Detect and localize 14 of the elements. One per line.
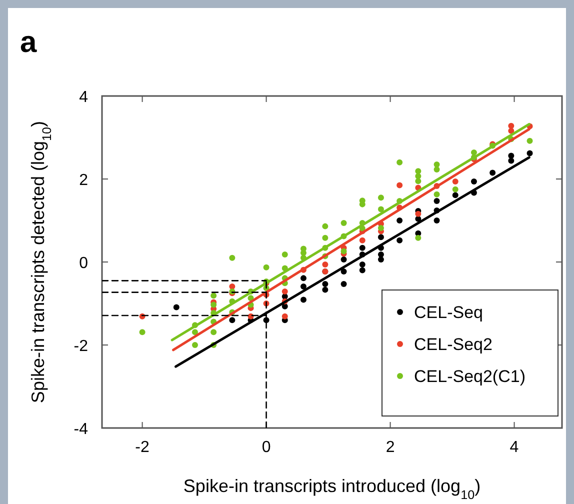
y-tick-label: -4 [74, 421, 88, 438]
legend-label: CEL-Seq [414, 303, 483, 322]
y-tick-label: 2 [79, 172, 88, 189]
x-tick-label: 2 [386, 439, 395, 456]
y-tick-label: 4 [79, 89, 88, 106]
legend-label: CEL-Seq2(C1) [414, 367, 526, 386]
y-tick-label: 0 [79, 255, 88, 272]
x-tick-label: 0 [262, 439, 271, 456]
x-tick-label: -2 [135, 439, 150, 456]
chart-title: a [20, 26, 37, 59]
y-tick-label: -2 [74, 338, 88, 355]
x-tick-label: 4 [510, 439, 519, 456]
x-axis-title: Spike-in transcripts introduced (log$_{10}$) [183, 476, 481, 502]
legend-label: CEL-Seq2 [414, 335, 492, 354]
